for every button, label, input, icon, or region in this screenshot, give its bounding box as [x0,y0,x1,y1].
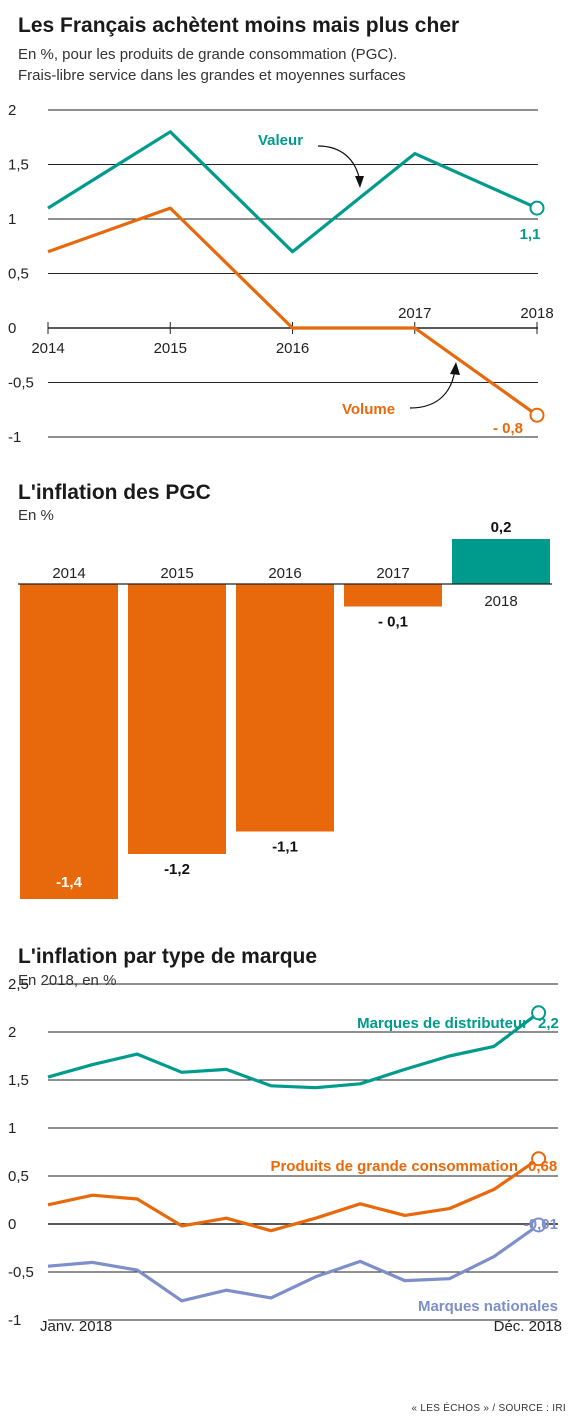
chart3-x-end-label: Déc. 2018 [494,1318,562,1335]
chart1-series-line-0 [47,130,538,254]
chart3-y-tick-label: 0,5 [8,1168,29,1185]
chart2-inflation-pgc: 2014 -1,4 2015 -1,2 2016 -1,1 2017 - 0,1 2018 0,2 [18,519,552,899]
chart2-subtitle: En % [18,507,54,524]
chart1-annotation-arrowhead [355,176,364,188]
chart3-end-point-1 [531,1151,547,1167]
chart1-x-tick-label: 2014 [31,340,64,357]
chart2-value-label: 0,2 [491,519,512,536]
chart1-x-tick-label: 2017 [398,305,431,322]
chart3-x-start-label: Janv. 2018 [40,1318,112,1335]
chart1-x-tick-label: 2018 [520,305,553,322]
chart2-title: L'inflation des PGC [18,481,211,504]
chart2-category-label: 2016 [268,565,301,582]
chart3-end-point-0 [531,1005,547,1021]
chart3-series-line-0 [47,1011,540,1090]
chart1-y-tick-label: 0,5 [8,266,29,283]
chart2-value-label: -1,1 [272,839,298,856]
chart2-bar-2018 [452,539,550,584]
chart3-series-line-1 [47,1157,540,1233]
chart3-subtitle: En 2018, en % [18,972,117,989]
chart3-end-label: -0,01 [524,1216,558,1233]
chart3-y-tick-label: 1 [8,1120,16,1137]
chart1-y-tick-label: 2 [8,102,16,119]
chart1-y-tick-label: 1,5 [8,157,29,174]
chart1-end-label: - 0,8 [493,420,523,437]
chart2-bar-2017 [344,584,442,607]
chart1-end-label: 1,1 [520,226,541,243]
chart1-end-point-1 [529,407,545,423]
source-credit: « LES ÉCHOS » / SOURCE : IRI [411,1403,566,1414]
chart2-category-label: 2018 [484,593,517,610]
chart1-series-name: Valeur [258,132,303,149]
chart1-annotation-arrow [409,369,456,409]
chart2-bar-2016 [236,584,334,832]
chart3-y-tick-label: 2 [8,1024,16,1041]
chart1-subtitle-line1: En %, pour les produits de grande consom… [18,46,398,63]
chart3-end-point-2 [531,1217,547,1233]
chart1-series-name: Volume [342,401,395,418]
chart1-x-tick-label: 2015 [154,340,187,357]
chart3-series-name: Marques de distributeur [357,1015,528,1032]
chart1-y-tick-label: -1 [8,429,21,446]
chart3-series-name: Produits de grande consommation [270,1158,518,1175]
chart1-end-point-0 [529,200,545,216]
chart1-series-line-1 [47,206,538,417]
chart1-valeur-volume: 2 1,5 1 0,5 0 -0,5 -1 2014 2015 2016 2017 2018 Valeu… [8,102,554,446]
chart1-y-tick-label: 1 [8,211,16,228]
chart3-y-tick-label: 1,5 [8,1072,29,1089]
chart2-value-label: -1,2 [164,861,190,878]
chart2-bar-2014 [20,584,118,899]
chart2-value-label: -1,4 [56,874,83,891]
chart1-y-tick-label: 0 [8,320,16,337]
chart3-y-tick-label: 2,5 [8,976,29,993]
chart3-series-name: Marques nationales [418,1298,558,1315]
chart2-bar-2015 [128,584,226,854]
chart3-y-tick-label: 0 [8,1216,16,1233]
chart1-x-tick-label: 2016 [276,340,309,357]
chart3-y-tick-label: -0,5 [8,1264,34,1281]
chart3-y-tick-label: -1 [8,1312,21,1329]
chart2-category-label: 2017 [376,565,409,582]
chart1-subtitle-line2: Frais-libre service dans les grandes et … [18,67,406,84]
chart2-category-label: 2015 [160,565,193,582]
chart1-annotation-arrow [317,145,361,183]
chart1-annotation-arrowhead [450,362,460,375]
chart3-end-label: 0,68 [528,1158,557,1175]
chart3-title: L'inflation par type de marque [18,945,318,968]
chart2-category-label: 2014 [52,565,85,582]
chart3-series-line-2 [47,1223,540,1303]
chart1-y-tick-label: -0,5 [8,375,34,392]
chart2-value-label: - 0,1 [378,614,408,631]
chart3-inflation-type-marque: 2,5 2 1,5 1 0,5 0 -0,5 -1 Janv. 2018 Déc. 2018 Mar… [8,976,562,1335]
chart3-end-label: 2,2 [538,1015,559,1032]
chart1-title: Les Français achètent moins mais plus ch… [18,14,460,37]
